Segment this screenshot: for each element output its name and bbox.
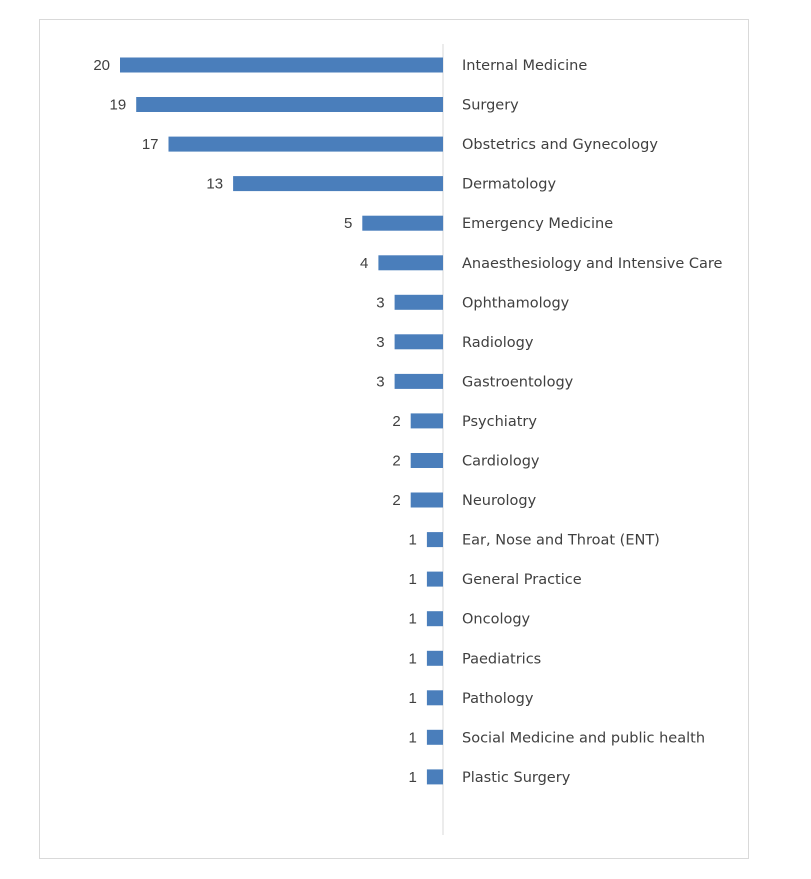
bar-value-label: 1 (409, 769, 417, 786)
bar-value-label: 3 (376, 373, 384, 390)
bar (394, 294, 443, 310)
bar (410, 453, 443, 468)
category-label: Radiology (462, 335, 534, 351)
bar (426, 729, 443, 745)
bar (233, 176, 443, 192)
bar (394, 373, 443, 389)
bar-value-label: 3 (376, 334, 384, 351)
category-label: Anaesthesiology and Intensive Care (462, 256, 723, 272)
category-label: Cardiology (462, 454, 540, 470)
category-label: Paediatrics (462, 651, 541, 667)
bar (426, 650, 443, 666)
bar-value-label: 20 (93, 57, 110, 74)
bar-value-label: 2 (392, 413, 400, 430)
category-label: Ear, Nose and Throat (ENT) (462, 533, 660, 549)
bar-value-label: 4 (360, 255, 368, 272)
bar-value-label: 2 (392, 492, 400, 509)
category-label: Pathology (462, 691, 534, 707)
category-label: Plastic Surgery (462, 770, 571, 786)
category-label: Psychiatry (462, 414, 537, 430)
category-label: Ophthamology (462, 295, 570, 311)
bar-value-label: 1 (409, 611, 417, 628)
bar (362, 215, 444, 231)
bar-value-label: 3 (376, 294, 384, 311)
bar (168, 136, 443, 152)
category-label: Oncology (462, 612, 531, 628)
bar-value-label: 19 (110, 97, 127, 114)
category-label: Internal Medicine (462, 58, 587, 74)
bar (426, 611, 443, 627)
bar-value-label: 1 (409, 729, 417, 746)
bar-value-label: 1 (409, 650, 417, 667)
category-label: Neurology (462, 493, 537, 509)
category-label: General Practice (462, 572, 582, 588)
category-label: Social Medicine and public health (462, 730, 705, 746)
bar-value-label: 1 (409, 571, 417, 588)
bar (378, 255, 443, 271)
bar-value-label: 2 (392, 453, 400, 470)
category-label: Obstetrics and Gynecology (462, 137, 658, 153)
category-label: Surgery (462, 98, 519, 114)
bar-value-label: 13 (206, 176, 223, 193)
bar (426, 571, 443, 587)
category-label: Gastroentology (462, 374, 574, 390)
bar (426, 690, 443, 706)
bar (426, 769, 443, 785)
bar-value-label: 5 (344, 215, 352, 232)
bar (394, 334, 443, 350)
category-label: Dermatology (462, 177, 556, 193)
bar-value-label: 1 (409, 532, 417, 549)
bar (410, 492, 443, 508)
bar (426, 532, 443, 548)
category-label: Emergency Medicine (462, 216, 613, 232)
bar (120, 57, 443, 73)
bar-value-label: 1 (409, 690, 417, 707)
bar (136, 97, 443, 112)
bar-value-label: 17 (142, 136, 159, 153)
bar (410, 413, 443, 429)
chart-frame (39, 19, 749, 859)
